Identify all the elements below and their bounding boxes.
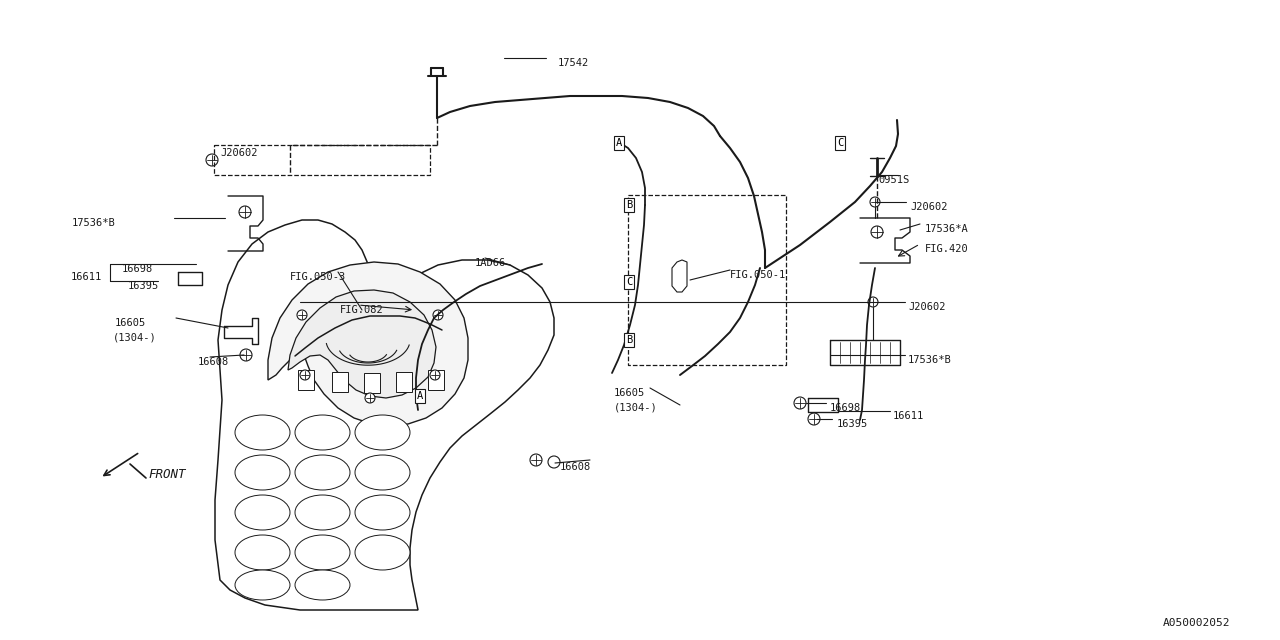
Ellipse shape [294,455,349,490]
Text: 1AD66: 1AD66 [475,258,507,268]
Text: 16608: 16608 [561,462,591,472]
Circle shape [870,226,883,238]
Ellipse shape [355,495,410,530]
Bar [428,370,444,390]
Text: FIG.082: FIG.082 [340,305,384,315]
Circle shape [239,206,251,218]
Polygon shape [288,290,436,398]
Polygon shape [672,260,687,292]
Circle shape [297,310,307,320]
Ellipse shape [294,415,349,450]
Text: A050002052: A050002052 [1162,618,1230,628]
Ellipse shape [294,535,349,570]
Bar [396,372,412,392]
Ellipse shape [355,455,410,490]
Bar [298,370,314,390]
Text: (1304-): (1304-) [614,403,658,413]
Text: 16611: 16611 [893,411,924,421]
Circle shape [868,297,878,307]
Ellipse shape [294,495,349,530]
Text: 17536*B: 17536*B [908,355,952,365]
Text: 16611: 16611 [70,272,102,282]
Circle shape [206,154,218,166]
Ellipse shape [294,570,349,600]
Ellipse shape [236,415,291,450]
Text: 0951S: 0951S [878,175,909,185]
Text: FRONT: FRONT [148,468,186,481]
Circle shape [433,310,443,320]
Text: FIG.050-1: FIG.050-1 [730,270,786,280]
Text: FIG.050-3: FIG.050-3 [291,272,347,282]
Text: 16605: 16605 [614,388,645,398]
Polygon shape [215,220,554,610]
Ellipse shape [236,570,291,600]
Text: A: A [417,391,424,401]
Ellipse shape [355,535,410,570]
Ellipse shape [236,455,291,490]
Text: J20602: J20602 [910,202,947,212]
Text: 16605: 16605 [115,318,146,328]
Text: 16698: 16698 [829,403,861,413]
Ellipse shape [236,495,291,530]
Bar [332,372,348,392]
Circle shape [365,393,375,403]
Text: 16698: 16698 [122,264,154,274]
Text: C: C [837,138,844,148]
Polygon shape [268,262,468,426]
Text: B: B [626,200,632,210]
Circle shape [530,454,541,466]
Ellipse shape [236,535,291,570]
Text: J20602: J20602 [220,148,257,158]
Text: 17536*B: 17536*B [72,218,115,228]
Circle shape [241,349,252,361]
Text: B: B [626,335,632,345]
Text: C: C [626,277,632,287]
Text: (1304-): (1304-) [113,333,156,343]
Circle shape [794,397,806,409]
Circle shape [808,413,820,425]
Text: 17542: 17542 [558,58,589,68]
Text: 16395: 16395 [128,281,159,291]
Circle shape [870,197,881,207]
Text: 16395: 16395 [837,419,868,429]
Circle shape [430,370,440,380]
Bar [364,373,380,393]
Text: 16608: 16608 [198,357,229,367]
Circle shape [548,456,561,468]
Ellipse shape [355,415,410,450]
Text: J20602: J20602 [908,302,946,312]
Text: A: A [616,138,622,148]
Text: 17536*A: 17536*A [925,224,969,234]
Circle shape [300,370,310,380]
Text: FIG.420: FIG.420 [925,244,969,254]
